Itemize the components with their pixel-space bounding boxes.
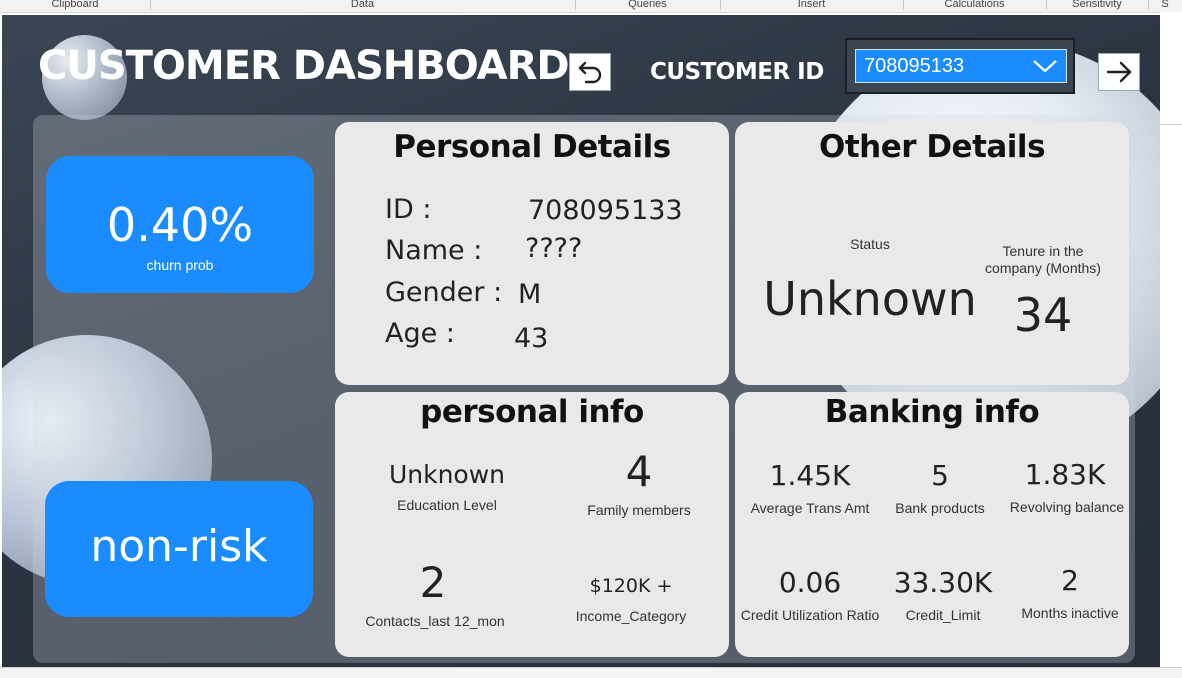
personal-info-title: personal info [420,394,644,430]
chevron-down-icon [1033,60,1057,73]
revolving-balance-value: 1.83K [1024,458,1106,491]
bank-products-label: Bank products [895,500,985,516]
id-label: ID : [385,194,432,225]
family-members-value: 4 [625,447,653,496]
income-category-label: Income_Category [575,608,687,624]
education-label: Education Level [397,497,497,513]
tenure-label-line2: company (Months) [985,260,1101,276]
contacts-value: 2 [419,558,447,607]
banking-info-card: Banking info 1.45K Average Trans Amt 5 B… [735,392,1129,657]
report-canvas: CUSTOMER DASHBOARD CUSTOMER ID 708095133… [2,15,1160,667]
ribbon-group-queries: Queries [575,0,721,10]
customer-id-label: CUSTOMER ID [650,59,824,85]
right-arrow-icon [1106,61,1132,83]
customer-id-slicer[interactable]: 708095133 [845,38,1075,94]
credit-utilization-label: Credit Utilization Ratio [740,607,880,623]
ribbon-group-share: S [1161,0,1169,10]
personal-details-title: Personal Details [393,129,671,165]
tenure-value: 34 [1013,288,1073,342]
credit-limit-value: 33.30K [893,566,993,599]
next-button[interactable] [1098,53,1140,91]
revolving-balance-label: Revolving balance [1009,499,1125,515]
tenure-label-line1: Tenure in the [1002,243,1084,259]
credit-limit-label: Credit_Limit [905,607,981,623]
customer-id-dropdown[interactable]: 708095133 [855,49,1067,83]
decorative-bubble [42,35,127,120]
bottom-scroll-area[interactable] [0,667,1182,678]
ribbon-group-labels: Clipboard Data Queries Insert Calculatio… [0,0,1182,13]
average-trans-label: Average Trans Amt [750,500,870,516]
churn-probability-value: 0.40% [106,198,254,252]
ribbon-group-clipboard: Clipboard [0,0,151,10]
ribbon-group-data: Data [150,0,576,10]
ribbon-group-insert: Insert [720,0,904,10]
personal-info-card: personal info Unknown Education Level 4 … [335,392,729,657]
gender-label: Gender : [385,277,503,308]
back-arrow-icon [578,61,602,84]
churn-probability-label: churn prob [146,257,214,273]
months-inactive-value: 2 [1061,564,1079,597]
income-category-value: $120K + [589,575,673,597]
back-button[interactable] [569,53,611,91]
page-title: CUSTOMER DASHBOARD [38,43,570,89]
bank-products-value: 5 [931,459,949,492]
name-value: ???? [525,233,583,264]
months-inactive-label: Months inactive [1021,605,1119,621]
id-value: 708095133 [528,195,683,226]
age-label: Age : [385,318,455,349]
name-label: Name : [385,235,483,266]
contacts-label: Contacts_last 12_mon [365,613,505,629]
average-trans-value: 1.45K [769,459,851,492]
other-details-title: Other Details [818,129,1046,165]
risk-status-card: non-risk [45,481,313,617]
ribbon-group-sensitivity: Sensitivity [1046,0,1149,10]
other-details-card: Other Details Status Unknown Tenure in t… [735,122,1129,385]
customer-id-selected-value: 708095133 [864,55,965,77]
banking-info-title: Banking info [824,394,1040,430]
family-members-label: Family members [587,502,691,518]
personal-details-card: Personal Details ID : 708095133 Name : ?… [335,122,729,385]
risk-status-value: non-risk [90,521,268,572]
age-value: 43 [514,323,549,354]
right-pane-edge [1160,12,1182,667]
education-value: Unknown [388,460,506,489]
churn-probability-card: 0.40% churn prob [46,156,314,293]
status-label: Status [850,236,890,252]
status-value: Unknown [763,272,977,326]
gender-value: M [518,279,542,310]
ribbon-group-calculations: Calculations [903,0,1047,10]
credit-utilization-value: 0.06 [778,566,842,599]
